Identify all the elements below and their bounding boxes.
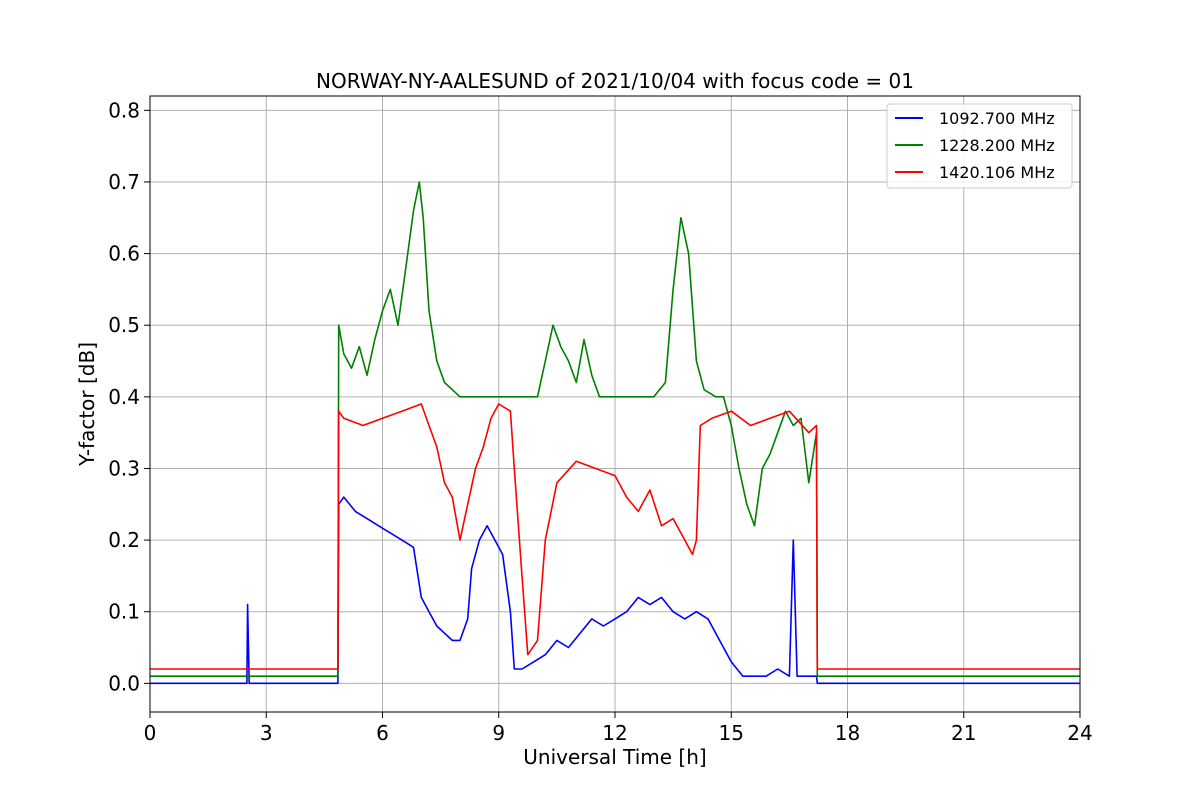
y-tick-label: 0.2 — [108, 528, 140, 552]
y-tick-label: 0.7 — [108, 170, 140, 194]
series-line-3 — [150, 403, 1080, 670]
legend-label: 1228.200 MHz — [939, 136, 1055, 155]
y-tick-label: 0.1 — [108, 600, 140, 624]
x-tick-label: 3 — [260, 721, 273, 745]
legend-box — [886, 103, 1073, 189]
legend-label: 1420.106 MHz — [939, 163, 1055, 182]
chart-title: NORWAY-NY-AALESUND of 2021/10/04 with fo… — [316, 69, 914, 93]
y-tick-label: 0.8 — [108, 98, 140, 122]
series-line-2 — [150, 181, 1080, 678]
y-tick-label: 0.4 — [108, 385, 140, 409]
legend-label: 1092.700 MHz — [939, 109, 1055, 128]
x-tick-label: 6 — [376, 721, 389, 745]
x-axis: 0 3 6 9 12 15 18 21 24 — [144, 712, 1093, 745]
legend: 1092.700 MHz 1228.200 MHz 1420.106 MHz — [886, 103, 1073, 189]
x-tick-label: 0 — [144, 721, 157, 745]
x-tick-label: 18 — [835, 721, 860, 745]
x-axis-label: Universal Time [h] — [523, 745, 706, 769]
series-layer — [150, 181, 1080, 685]
y-axis: 0.0 0.1 0.2 0.3 0.4 0.5 0.6 0.7 0.8 — [108, 98, 150, 695]
x-tick-label: 9 — [492, 721, 505, 745]
y-tick-label: 0.0 — [108, 671, 140, 695]
y-tick-label: 0.5 — [108, 313, 140, 337]
y-tick-label: 0.6 — [108, 242, 140, 266]
x-tick-label: 12 — [602, 721, 627, 745]
x-tick-label: 24 — [1067, 721, 1092, 745]
series-line-1 — [150, 496, 1080, 685]
y-axis-label: Y-factor [dB] — [75, 342, 99, 467]
x-tick-label: 15 — [719, 721, 744, 745]
x-tick-label: 21 — [951, 721, 976, 745]
y-tick-label: 0.3 — [108, 456, 140, 480]
